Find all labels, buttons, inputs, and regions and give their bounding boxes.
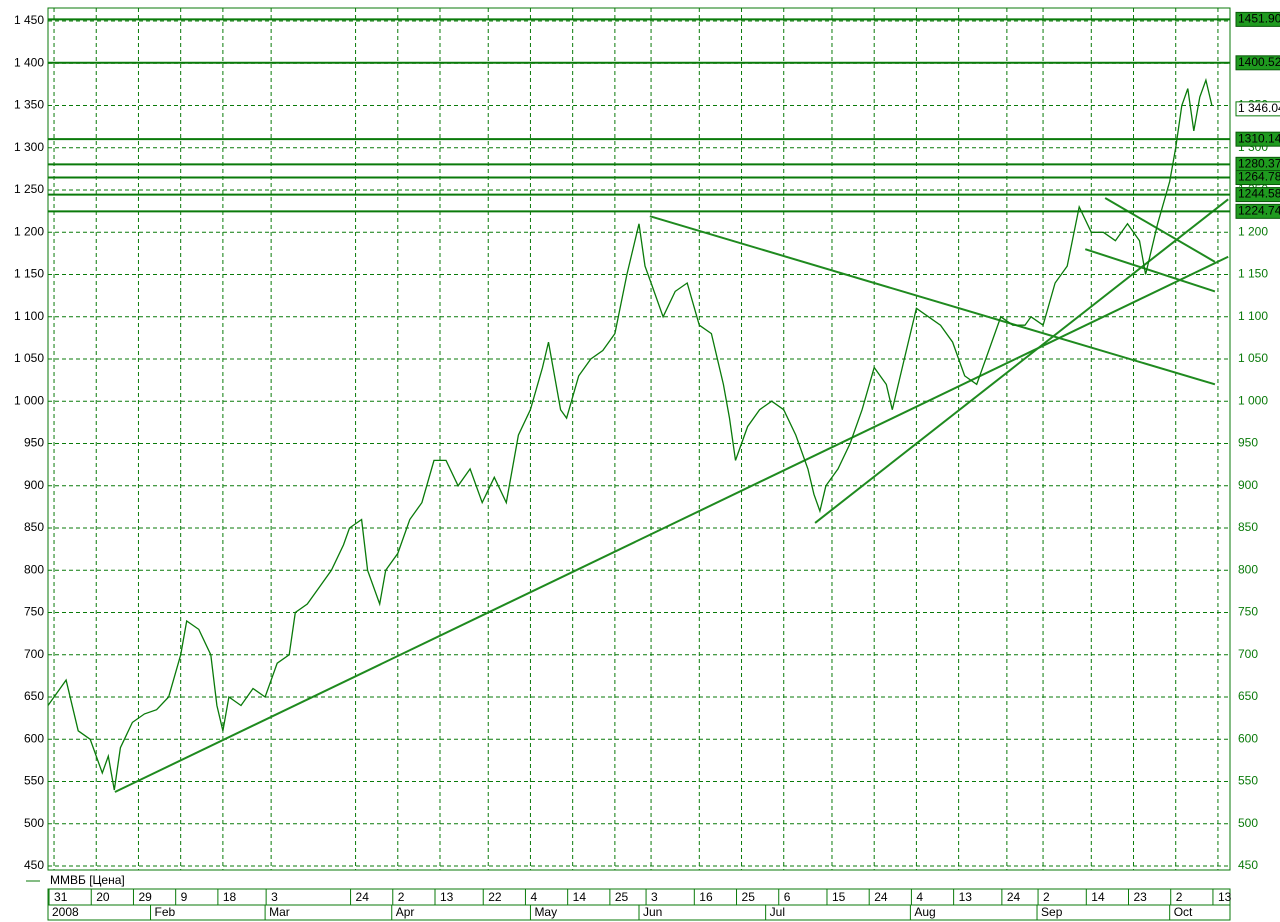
- y-tick-label: 950: [24, 436, 44, 450]
- y-tick-label: 1 450: [14, 13, 44, 27]
- y-tick-label: 650: [24, 689, 44, 703]
- x-tick-label: 25: [742, 890, 756, 904]
- x-tick-label: 29: [138, 890, 152, 904]
- trend-line: [649, 215, 1216, 386]
- y-tick-label: 1 150: [14, 267, 44, 281]
- month-label: May: [534, 905, 557, 919]
- trend-line: [1104, 197, 1216, 263]
- plot-area: [47, 7, 1231, 871]
- trend-line: [814, 198, 1229, 524]
- y-tick-label-right: 1 200: [1238, 224, 1268, 238]
- y-tick-label: 1 100: [14, 309, 44, 323]
- x-tick-label: 24: [356, 890, 370, 904]
- month-label: Jun: [643, 905, 662, 919]
- y-tick-label: 500: [24, 816, 44, 830]
- month-label: Jul: [770, 905, 785, 919]
- y-tick-label: 850: [24, 520, 44, 534]
- level-box: [1235, 187, 1280, 203]
- x-tick-label: 20: [96, 890, 110, 904]
- price-line: [47, 77, 1213, 791]
- x-tick-label: 16: [699, 890, 713, 904]
- level-label: 1280.37: [1238, 157, 1280, 171]
- level-label: 1264.78: [1238, 170, 1280, 184]
- x-tick-label: 15: [832, 890, 846, 904]
- month-label: Sep: [1041, 905, 1063, 919]
- y-tick-label-right: 1 000: [1238, 393, 1268, 407]
- x-tick-label: 25: [615, 890, 629, 904]
- y-tick-label-right: 1 150: [1238, 267, 1268, 281]
- trend-line: [114, 255, 1229, 793]
- y-tick-label-right: 650: [1238, 689, 1258, 703]
- last-price-label: 1 346.04: [1238, 101, 1280, 115]
- y-tick-label: 800: [24, 562, 44, 576]
- month-label: Oct: [1174, 905, 1193, 919]
- y-tick-label-right: 900: [1238, 478, 1258, 492]
- y-tick-label-right: 500: [1238, 816, 1258, 830]
- y-tick-label: 1 050: [14, 351, 44, 365]
- x-tick-label: 24: [874, 890, 888, 904]
- x-tick-label: 22: [488, 890, 502, 904]
- x-tick-label: 2: [1176, 890, 1183, 904]
- level-label: 1400.52: [1238, 55, 1280, 69]
- y-tick-label-right: 450: [1238, 858, 1258, 872]
- y-tick-label-right: 700: [1238, 647, 1258, 661]
- y-tick-label: 600: [24, 731, 44, 745]
- x-tick-label: 23: [1134, 890, 1148, 904]
- x-tick-label: 3: [651, 890, 658, 904]
- x-tick-label: 9: [181, 890, 188, 904]
- legend-label: ММВБ [Цена]: [50, 873, 125, 887]
- y-tick-label: 900: [24, 478, 44, 492]
- y-tick-label-right: 950: [1238, 436, 1258, 450]
- y-tick-label-right: 750: [1238, 605, 1258, 619]
- level-label: 1451.90: [1238, 12, 1280, 26]
- y-tick-label: 750: [24, 605, 44, 619]
- x-tick-label: 13: [959, 890, 973, 904]
- month-label: Apr: [396, 905, 415, 919]
- x-tick-label: 3: [271, 890, 278, 904]
- month-label: Feb: [155, 905, 176, 919]
- trend-line: [1084, 248, 1216, 293]
- level-box: [1235, 203, 1280, 219]
- y-tick-label: 1 000: [14, 393, 44, 407]
- month-label: Aug: [914, 905, 935, 919]
- month-label: Mar: [269, 905, 290, 919]
- x-tick-label: 4: [916, 890, 923, 904]
- y-tick-label: 1 400: [14, 55, 44, 69]
- y-tick-label: 1 200: [14, 224, 44, 238]
- y-tick-label-right: 800: [1238, 562, 1258, 576]
- x-tick-label: 13: [1218, 890, 1232, 904]
- y-tick-label-right: 550: [1238, 774, 1258, 788]
- y-tick-label-right: 600: [1238, 731, 1258, 745]
- y-tick-label-right: 850: [1238, 520, 1258, 534]
- x-tick-label: 2: [398, 890, 405, 904]
- y-tick-label: 700: [24, 647, 44, 661]
- x-tick-label: 14: [1091, 890, 1105, 904]
- month-label: 2008: [52, 905, 79, 919]
- y-tick-label: 550: [24, 774, 44, 788]
- level-box: [1235, 131, 1280, 147]
- x-tick-label: 2: [1043, 890, 1050, 904]
- x-tick-label: 24: [1007, 890, 1021, 904]
- last-price-box: [1235, 101, 1280, 117]
- level-label: 1244.58: [1238, 187, 1280, 201]
- x-tick-label: 4: [530, 890, 537, 904]
- y-tick-label: 1 350: [14, 98, 44, 112]
- level-label: 1310.14: [1238, 131, 1280, 145]
- y-tick-label: 1 300: [14, 140, 44, 154]
- y-tick-label: 1 250: [14, 182, 44, 196]
- x-tick-label: 18: [223, 890, 237, 904]
- level-box: [1235, 55, 1280, 71]
- x-tick-label: 31: [54, 890, 68, 904]
- x-tick-label: 14: [573, 890, 587, 904]
- x-tick-label: 13: [440, 890, 454, 904]
- y-tick-label: 450: [24, 858, 44, 872]
- level-label: 1224.74: [1238, 204, 1280, 218]
- level-box: [1235, 170, 1280, 186]
- y-tick-label-right: 1 100: [1238, 309, 1268, 323]
- x-tick-label: 6: [784, 890, 791, 904]
- level-box: [1235, 11, 1280, 27]
- y-tick-label-right: 1 050: [1238, 351, 1268, 365]
